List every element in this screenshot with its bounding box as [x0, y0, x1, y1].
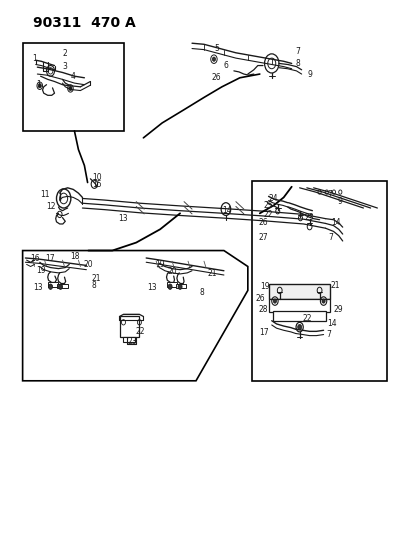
Text: 11: 11 [40, 190, 50, 199]
Text: 26: 26 [212, 73, 222, 82]
Text: 26: 26 [256, 294, 266, 303]
Text: 29: 29 [334, 304, 343, 313]
Text: 23: 23 [304, 213, 314, 222]
Circle shape [322, 299, 325, 303]
Polygon shape [23, 251, 248, 381]
Text: 19: 19 [260, 282, 270, 291]
Text: 12: 12 [46, 203, 56, 212]
Text: 2: 2 [62, 50, 67, 58]
Text: 22: 22 [136, 327, 145, 336]
Circle shape [212, 57, 216, 61]
Text: 20: 20 [84, 260, 93, 269]
Text: 21: 21 [331, 280, 340, 289]
Text: 3: 3 [62, 62, 67, 71]
Text: 10: 10 [92, 173, 102, 182]
Circle shape [38, 84, 41, 88]
Bar [166, 282, 177, 287]
Text: 13: 13 [147, 283, 157, 292]
Text: 1: 1 [32, 54, 37, 62]
Text: 23: 23 [128, 337, 137, 346]
Text: 28: 28 [259, 304, 268, 313]
Text: 4: 4 [70, 71, 75, 80]
Text: 16: 16 [30, 254, 40, 263]
Text: 14: 14 [222, 206, 232, 215]
Text: 7: 7 [296, 47, 300, 55]
Text: 8: 8 [200, 287, 205, 296]
Circle shape [178, 284, 182, 289]
Text: 14: 14 [328, 319, 337, 328]
Bar [57, 284, 68, 288]
Bar [23, 43, 124, 131]
Text: 25: 25 [264, 201, 274, 211]
Text: 17: 17 [45, 254, 55, 263]
Circle shape [69, 86, 72, 91]
Text: 17: 17 [259, 328, 269, 337]
Text: 6: 6 [224, 61, 229, 70]
Circle shape [58, 284, 62, 289]
Text: 20: 20 [167, 268, 177, 276]
Text: 7: 7 [328, 190, 332, 199]
Text: 27: 27 [259, 233, 269, 242]
Bar [124, 337, 136, 342]
Text: 13: 13 [33, 283, 43, 292]
Text: 19: 19 [36, 266, 45, 275]
Bar [120, 317, 140, 337]
Text: 21: 21 [92, 273, 101, 282]
Text: 19: 19 [155, 260, 165, 269]
Text: 24: 24 [268, 194, 278, 203]
Text: 90311  470 A: 90311 470 A [32, 15, 135, 29]
Text: 15: 15 [92, 180, 102, 189]
Bar [268, 300, 330, 312]
Text: 1: 1 [36, 79, 41, 88]
Text: 9: 9 [338, 197, 342, 206]
Text: 8: 8 [296, 59, 300, 68]
Circle shape [273, 299, 276, 303]
Text: 21: 21 [207, 270, 217, 278]
Text: 8: 8 [92, 281, 96, 290]
Text: 9: 9 [308, 70, 312, 78]
Text: 7: 7 [328, 233, 333, 242]
Text: 22: 22 [303, 314, 312, 323]
Circle shape [298, 325, 302, 330]
Text: 18: 18 [70, 253, 80, 261]
Bar [268, 284, 330, 300]
Circle shape [48, 284, 52, 289]
Bar [252, 181, 387, 381]
Text: 26: 26 [259, 219, 269, 228]
Bar [272, 311, 326, 321]
Text: 14: 14 [331, 219, 340, 228]
Circle shape [168, 284, 172, 289]
Bar [176, 284, 186, 288]
Text: 7: 7 [327, 330, 332, 339]
Bar [48, 282, 58, 287]
Text: 5: 5 [214, 44, 219, 53]
Text: 22: 22 [264, 210, 273, 219]
Text: 13: 13 [118, 214, 128, 223]
